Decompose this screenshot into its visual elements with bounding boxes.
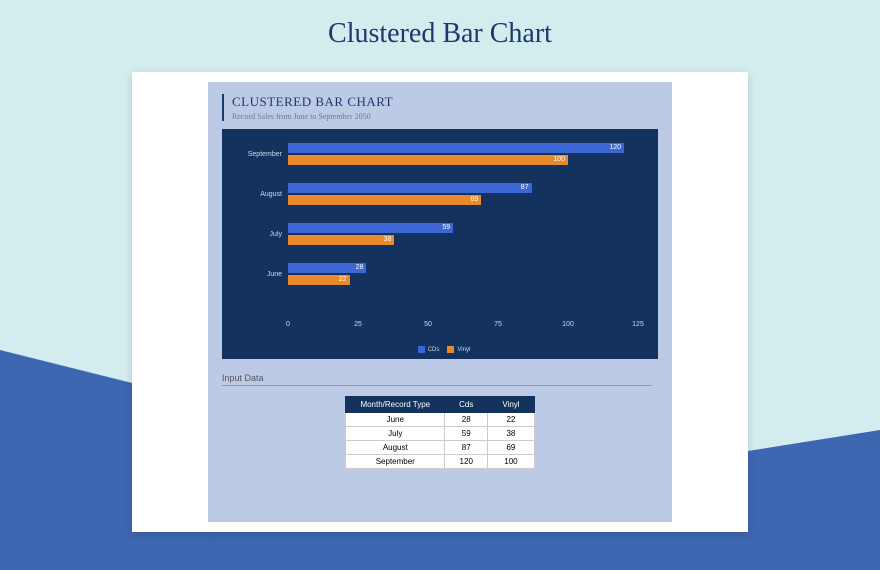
data-table: Month/Record TypeCdsVinylJune2822July593…	[345, 396, 534, 469]
bar-group: August8769	[288, 183, 638, 205]
chart-header: CLUSTERED BAR CHART Record Sales from Ju…	[222, 94, 658, 121]
x-tick-label: 100	[562, 321, 574, 328]
bar-value-label: 100	[553, 155, 565, 165]
table-cell: 120	[445, 455, 488, 469]
bar-group: July5938	[288, 223, 638, 245]
table-cell: 69	[488, 441, 534, 455]
chart-title: CLUSTERED BAR CHART	[232, 94, 658, 110]
table-cell: July	[346, 427, 445, 441]
bar-value-label: 120	[609, 143, 621, 153]
category-label: August	[232, 191, 282, 198]
bar: 69	[288, 195, 481, 205]
bar: 38	[288, 235, 394, 245]
bars-region: September120100August8769July5938June282…	[288, 143, 638, 313]
table-row: June2822	[346, 413, 534, 427]
legend-swatch	[418, 346, 425, 353]
bar-group: September120100	[288, 143, 638, 165]
bar: 100	[288, 155, 568, 165]
table-cell: 100	[488, 455, 534, 469]
chart-subtitle: Record Sales from June to September 2050	[232, 112, 658, 121]
bar-value-label: 38	[384, 235, 392, 245]
table-row: July5938	[346, 427, 534, 441]
chart-card: CLUSTERED BAR CHART Record Sales from Ju…	[132, 72, 748, 532]
x-axis: 0255075100125	[288, 321, 638, 333]
bar-value-label: 87	[521, 183, 529, 193]
table-heading: Input Data	[222, 373, 652, 386]
bar-group: June2822	[288, 263, 638, 285]
table-cell: August	[346, 441, 445, 455]
table-cell: 28	[445, 413, 488, 427]
x-tick-label: 50	[424, 321, 432, 328]
bar: 120	[288, 143, 624, 153]
table-cell: 59	[445, 427, 488, 441]
table-cell: 38	[488, 427, 534, 441]
bar-value-label: 22	[339, 275, 347, 285]
bar: 22	[288, 275, 350, 285]
table-header-cell: Cds	[445, 397, 488, 413]
bar-value-label: 59	[442, 223, 450, 233]
table-cell: June	[346, 413, 445, 427]
table-cell: 87	[445, 441, 488, 455]
table-header-cell: Vinyl	[488, 397, 534, 413]
legend-label: CDs	[428, 347, 440, 353]
category-label: September	[232, 151, 282, 158]
table-header-cell: Month/Record Type	[346, 397, 445, 413]
bar: 59	[288, 223, 453, 233]
x-tick-label: 125	[632, 321, 644, 328]
bar: 87	[288, 183, 532, 193]
legend-label: Vinyl	[457, 347, 470, 353]
legend-swatch	[447, 346, 454, 353]
chart-plot-area: September 120 100 August 87 69 July 59 38 June 28 2…	[222, 129, 658, 359]
x-tick-label: 0	[286, 321, 290, 328]
table-row: August8769	[346, 441, 534, 455]
bar-value-label: 69	[470, 195, 478, 205]
x-tick-label: 75	[494, 321, 502, 328]
chart-legend: CDs Vinyl	[222, 346, 658, 353]
category-label: June	[232, 271, 282, 278]
x-tick-label: 25	[354, 321, 362, 328]
table-cell: September	[346, 455, 445, 469]
bar-value-label: 28	[356, 263, 364, 273]
table-row: September120100	[346, 455, 534, 469]
category-label: July	[232, 231, 282, 238]
table-cell: 22	[488, 413, 534, 427]
page-title: Clustered Bar Chart	[0, 0, 880, 50]
chart-panel: CLUSTERED BAR CHART Record Sales from Ju…	[208, 82, 672, 522]
bar: 28	[288, 263, 366, 273]
